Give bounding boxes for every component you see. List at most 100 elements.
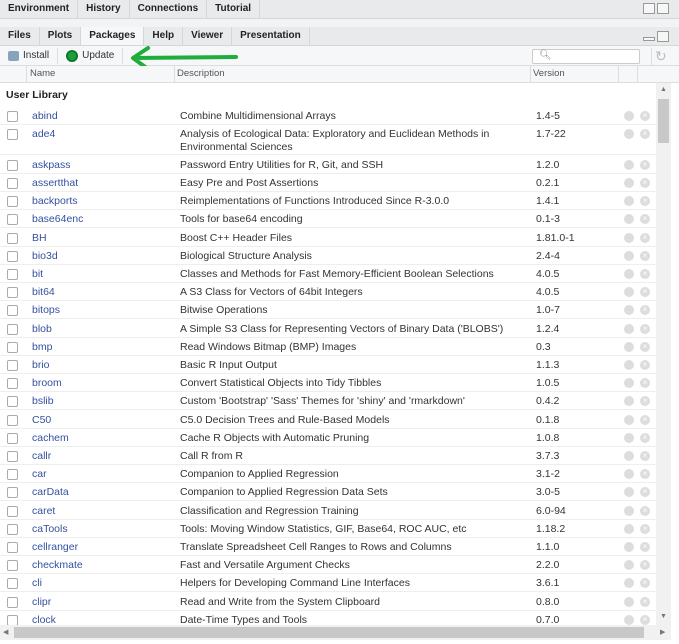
remove-icon[interactable]: ×	[640, 159, 650, 170]
globe-icon[interactable]	[624, 578, 634, 589]
package-name-link[interactable]: bslib	[32, 395, 54, 408]
column-header-version[interactable]: Version	[533, 68, 565, 79]
remove-icon[interactable]: ×	[640, 432, 650, 443]
remove-icon[interactable]: ×	[640, 450, 650, 461]
tab-viewer[interactable]: Viewer	[183, 27, 233, 45]
globe-icon[interactable]	[624, 214, 634, 225]
globe-icon[interactable]	[624, 614, 634, 625]
remove-icon[interactable]: ×	[640, 305, 650, 316]
globe-icon[interactable]	[624, 414, 634, 425]
remove-icon[interactable]: ×	[640, 396, 650, 407]
globe-icon[interactable]	[624, 305, 634, 316]
package-name-link[interactable]: abind	[32, 110, 58, 122]
package-checkbox[interactable]	[7, 359, 18, 371]
pane-divider[interactable]	[0, 19, 679, 27]
restore-icon[interactable]	[657, 31, 669, 42]
remove-icon[interactable]: ×	[640, 378, 650, 389]
package-name-link[interactable]: cachem	[32, 431, 69, 444]
scrollbar-thumb[interactable]	[14, 627, 644, 638]
globe-icon[interactable]	[624, 177, 634, 188]
package-name-link[interactable]: clock	[32, 613, 56, 625]
tab-plots[interactable]: Plots	[40, 27, 82, 45]
globe-icon[interactable]	[624, 596, 634, 607]
remove-icon[interactable]: ×	[640, 541, 650, 552]
package-checkbox[interactable]	[7, 541, 18, 553]
package-checkbox[interactable]	[7, 305, 18, 317]
refresh-icon[interactable]: ↻	[651, 48, 667, 65]
package-name-link[interactable]: car	[32, 468, 47, 481]
globe-icon[interactable]	[624, 432, 634, 443]
package-name-link[interactable]: cli	[32, 577, 42, 590]
globe-icon[interactable]	[624, 341, 634, 352]
package-name-link[interactable]: blob	[32, 322, 52, 335]
package-search-input[interactable]: 🔍︎	[532, 49, 640, 64]
globe-icon[interactable]	[624, 560, 634, 571]
remove-icon[interactable]: ×	[640, 250, 650, 261]
remove-icon[interactable]: ×	[640, 232, 650, 243]
tab-packages[interactable]: Packages	[81, 27, 145, 45]
package-checkbox[interactable]	[7, 450, 18, 462]
column-header-name[interactable]: Name	[30, 68, 56, 79]
remove-icon[interactable]: ×	[640, 214, 650, 225]
remove-icon[interactable]: ×	[640, 359, 650, 370]
package-checkbox[interactable]	[7, 414, 18, 426]
package-name-link[interactable]: checkmate	[32, 559, 83, 572]
globe-icon[interactable]	[624, 359, 634, 370]
package-name-link[interactable]: assertthat	[32, 176, 79, 189]
globe-icon[interactable]	[624, 469, 634, 480]
globe-icon[interactable]	[624, 541, 634, 552]
tab-presentation[interactable]: Presentation	[232, 27, 310, 45]
vertical-scrollbar[interactable]: ▲ ▼	[656, 83, 671, 625]
globe-icon[interactable]	[624, 378, 634, 389]
package-checkbox[interactable]	[7, 396, 18, 408]
globe-icon[interactable]	[624, 268, 634, 279]
package-checkbox[interactable]	[7, 196, 18, 208]
package-name-link[interactable]: carData	[32, 486, 69, 499]
package-name-link[interactable]: caret	[32, 504, 56, 517]
remove-icon[interactable]: ×	[640, 268, 650, 279]
globe-icon[interactable]	[624, 159, 634, 170]
package-name-link[interactable]: BH	[32, 231, 47, 244]
horizontal-scrollbar[interactable]: ◀ ▶	[0, 625, 671, 640]
remove-icon[interactable]: ×	[640, 177, 650, 188]
remove-icon[interactable]: ×	[640, 487, 650, 498]
restore-icon[interactable]	[643, 3, 655, 14]
package-checkbox[interactable]	[7, 341, 18, 353]
remove-icon[interactable]: ×	[640, 614, 650, 625]
package-name-link[interactable]: bmp	[32, 340, 53, 353]
package-checkbox[interactable]	[7, 111, 18, 122]
package-checkbox[interactable]	[7, 469, 18, 481]
package-checkbox[interactable]	[7, 159, 18, 171]
package-checkbox[interactable]	[7, 378, 18, 390]
minimize-icon[interactable]	[643, 37, 655, 41]
globe-icon[interactable]	[624, 505, 634, 516]
scrollbar-thumb[interactable]	[658, 99, 669, 143]
remove-icon[interactable]: ×	[640, 111, 650, 121]
globe-icon[interactable]	[624, 323, 634, 334]
tab-files[interactable]: Files	[0, 27, 40, 45]
package-checkbox[interactable]	[7, 578, 18, 590]
package-name-link[interactable]: cellranger	[32, 540, 79, 553]
globe-icon[interactable]	[624, 523, 634, 534]
package-checkbox[interactable]	[7, 432, 18, 444]
remove-icon[interactable]: ×	[640, 129, 650, 140]
package-checkbox[interactable]	[7, 232, 18, 244]
package-checkbox[interactable]	[7, 596, 18, 608]
remove-icon[interactable]: ×	[640, 596, 650, 607]
package-checkbox[interactable]	[7, 287, 18, 299]
globe-icon[interactable]	[624, 129, 634, 140]
package-checkbox[interactable]	[7, 177, 18, 189]
remove-icon[interactable]: ×	[640, 560, 650, 571]
remove-icon[interactable]: ×	[640, 323, 650, 334]
package-name-link[interactable]: askpass	[32, 158, 71, 171]
globe-icon[interactable]	[624, 287, 634, 298]
package-checkbox[interactable]	[7, 614, 18, 625]
package-name-link[interactable]: brio	[32, 358, 50, 371]
tab-help[interactable]: Help	[144, 27, 184, 45]
maximize-icon[interactable]	[657, 3, 669, 14]
package-name-link[interactable]: C50	[32, 413, 52, 426]
globe-icon[interactable]	[624, 196, 634, 207]
globe-icon[interactable]	[624, 111, 634, 121]
package-checkbox[interactable]	[7, 268, 18, 280]
package-name-link[interactable]: clipr	[32, 595, 52, 608]
